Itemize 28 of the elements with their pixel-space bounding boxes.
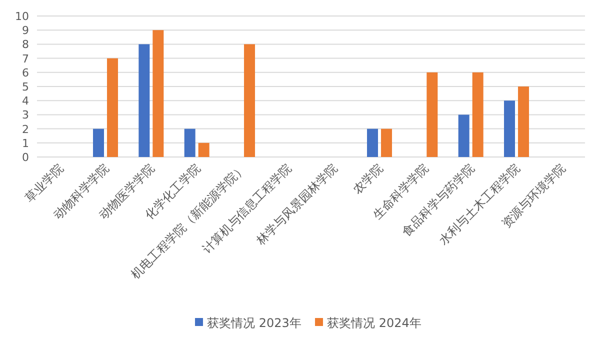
bar [138,44,150,157]
bar [107,58,118,157]
y-tick-label: 4 [22,94,29,108]
y-tick-label: 2 [22,122,29,136]
legend-label: 获奖情况 2024年 [327,316,422,330]
bar [152,30,164,157]
y-tick-label: 7 [22,52,29,66]
y-tick-label: 5 [22,80,29,94]
bar [426,72,438,157]
x-tick-label: 农学院 [350,161,386,197]
y-tick-label: 8 [22,38,29,52]
bar [93,128,104,157]
y-tick-label: 9 [22,24,29,38]
y-tick-label: 6 [22,66,29,80]
bar [472,72,484,157]
bar [367,128,378,157]
bar [504,100,515,157]
bar [244,44,255,157]
bar [381,128,392,157]
legend-label: 获奖情况 2023年 [207,316,302,330]
bar [184,128,196,157]
y-tick-label: 10 [15,10,29,23]
bar [198,142,210,157]
y-tick-label: 0 [22,151,29,164]
bar [458,114,470,157]
y-tick-label: 3 [22,108,29,122]
bar [518,86,529,157]
y-tick-label: 1 [22,136,29,150]
